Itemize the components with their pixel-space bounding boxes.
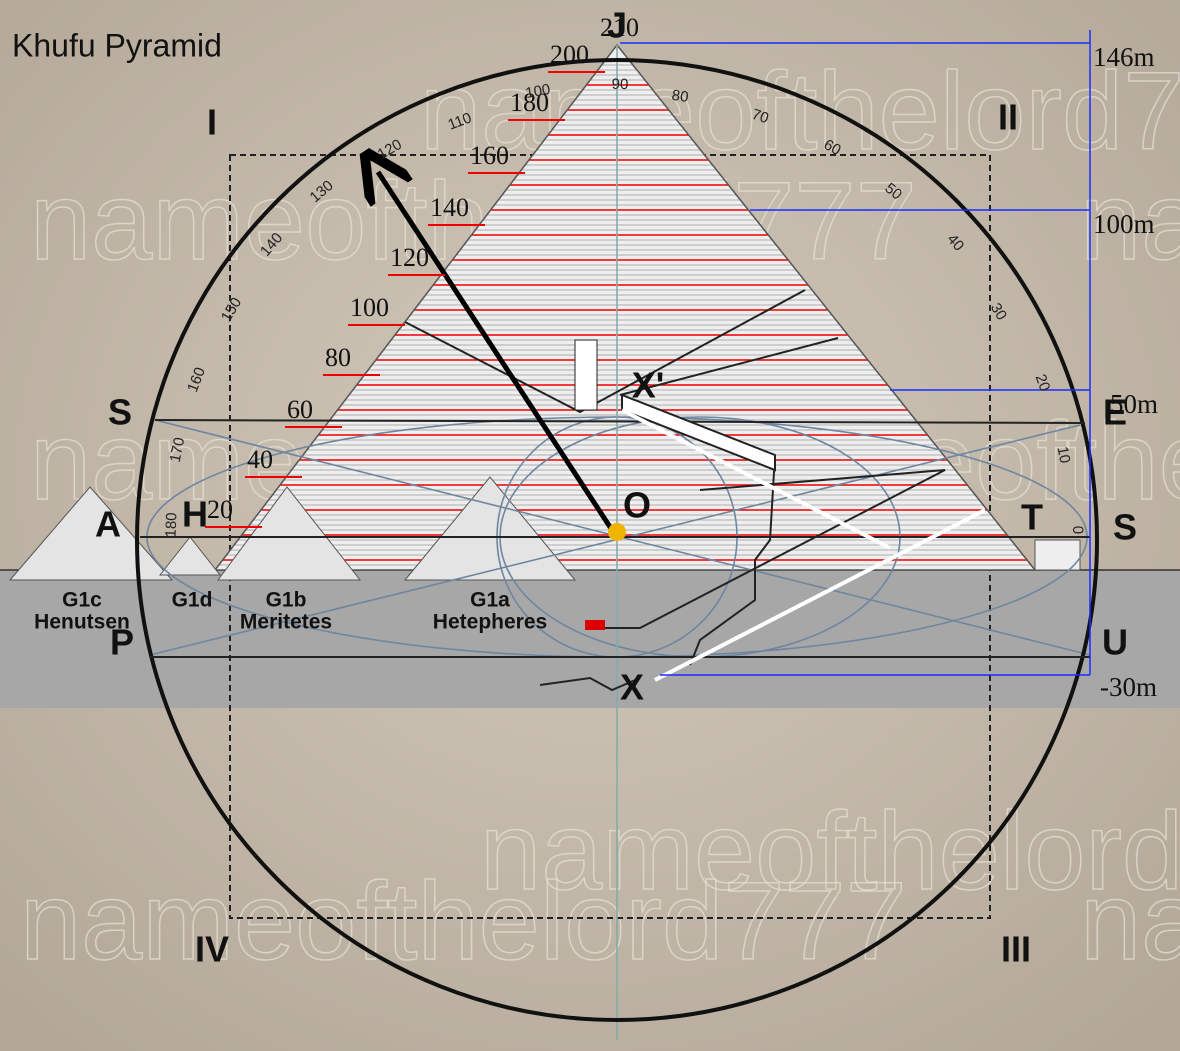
point-label: T	[1021, 497, 1043, 538]
angle-label: 10	[1054, 445, 1074, 465]
level-label: 120	[390, 243, 429, 272]
level-label: 60	[287, 395, 313, 424]
pyramid-name: G1c	[62, 589, 102, 612]
height-label: 146m	[1093, 42, 1155, 72]
level-label: 80	[325, 343, 351, 372]
title: Khufu Pyramid	[12, 27, 222, 63]
height-label: -30m	[1100, 672, 1157, 702]
level-label: 210	[600, 13, 639, 42]
quadrant-label: IV	[195, 929, 229, 970]
point-label: S	[1113, 507, 1137, 548]
chamber-marker	[585, 620, 605, 630]
level-label: 140	[430, 193, 469, 222]
angle-label: 0	[1069, 526, 1086, 535]
angle-label: 80	[671, 87, 690, 106]
angle-label: 90	[612, 76, 629, 93]
level-label: 160	[470, 141, 509, 170]
level-label: 40	[247, 445, 273, 474]
height-label: 100m	[1093, 209, 1155, 239]
queen-name: Henutsen	[34, 611, 130, 634]
quadrant-label: II	[998, 97, 1018, 138]
point-label: U	[1102, 622, 1128, 663]
point-label: S	[108, 392, 132, 433]
point-label: H	[182, 494, 208, 535]
pyramid-name: G1b	[266, 589, 307, 612]
queen-name: Hetepheres	[433, 611, 547, 634]
pyramid-name: G1a	[470, 589, 510, 612]
center-point	[608, 523, 626, 541]
pyramid-name: G1d	[172, 589, 213, 612]
quadrant-label: III	[1001, 929, 1031, 970]
level-label: 200	[550, 40, 589, 69]
point-label: X	[620, 667, 644, 708]
height-label: 50m	[1110, 389, 1158, 419]
point-label: O	[623, 485, 651, 526]
quadrant-label: I	[207, 102, 217, 143]
level-label: 100	[350, 293, 389, 322]
point-label: X'	[632, 365, 665, 406]
level-label: 20	[207, 495, 233, 524]
queen-name: Meritetes	[240, 611, 332, 634]
watermark: nameofthelord777	[480, 790, 1180, 913]
relieving-chambers	[575, 340, 597, 410]
point-label: A	[95, 504, 121, 545]
angle-label: 180	[163, 512, 181, 538]
watermark: nameofthelord777	[1080, 860, 1180, 983]
diagram: nameofthelord777nameofthelord777nameofth…	[0, 0, 1180, 1051]
